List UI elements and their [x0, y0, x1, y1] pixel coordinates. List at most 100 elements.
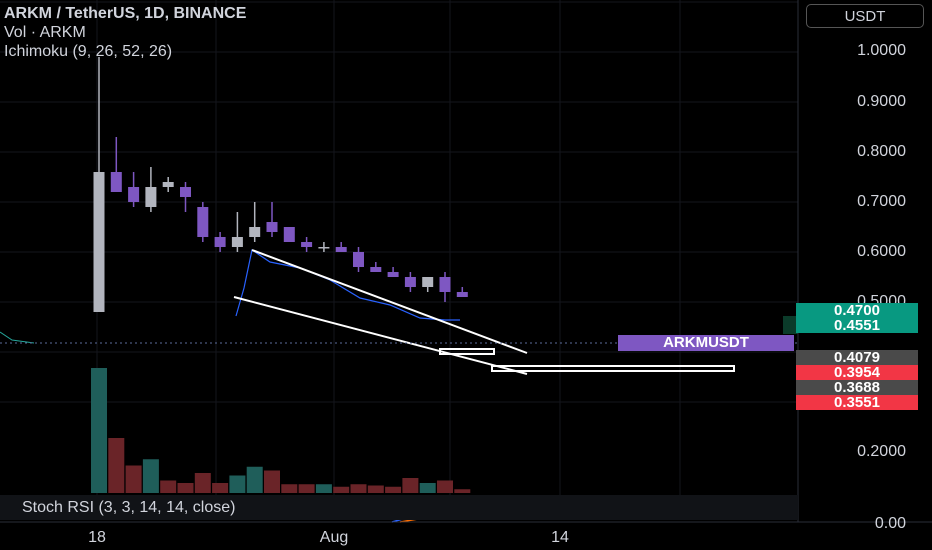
volume-bar [385, 486, 402, 493]
candle [249, 202, 261, 242]
candle [110, 137, 122, 192]
volume-bar [177, 483, 194, 493]
candle-body [197, 207, 209, 237]
volume-bar [454, 489, 471, 493]
candle-body [93, 172, 105, 312]
candle [353, 247, 364, 272]
price-axis-label: 0.2000 [857, 443, 906, 460]
symbol-title[interactable]: ARKM / TetherUS, 1D, BINANCE [4, 5, 247, 22]
target-box-large [491, 365, 735, 372]
ichimoku-cloud-edge [0, 331, 35, 344]
candle [197, 202, 209, 242]
ichimoku-cloud-fragment [783, 316, 798, 334]
volume-bar [246, 466, 263, 493]
symbol-price-tag: ARKMUSDT [618, 335, 794, 351]
candle [301, 237, 313, 252]
price-axis-label: 0.7000 [857, 193, 906, 210]
candle-body [214, 237, 226, 247]
candle-body [145, 187, 157, 207]
candle [93, 57, 105, 312]
candle-body [404, 277, 416, 287]
currency-button[interactable]: USDT [806, 4, 924, 28]
candlesticks [93, 57, 468, 312]
stoch-rsi-pane-header [0, 495, 798, 520]
candle-body [318, 247, 330, 249]
candle-body [249, 227, 261, 237]
candle [283, 227, 295, 242]
candle [439, 272, 451, 302]
price-axis-label: 0.9000 [857, 93, 906, 110]
volume-bar [194, 473, 211, 493]
candle-body [370, 267, 382, 272]
volume-bar [229, 475, 246, 493]
time-axis-label: 14 [551, 529, 569, 546]
price-tag: 0.3551 [796, 395, 918, 410]
candle-body [301, 242, 313, 247]
time-axis-label: 18 [88, 529, 106, 546]
volume-indicator-label[interactable]: Vol · ARKM [4, 24, 86, 41]
candle [387, 267, 399, 277]
price-tag: 0.4079 [796, 350, 918, 365]
ichimoku-indicator-label[interactable]: Ichimoku (9, 26, 52, 26) [4, 43, 173, 60]
candle [266, 202, 278, 237]
candle-body [231, 237, 243, 247]
volume-bar [212, 483, 229, 493]
volume-bars [91, 368, 471, 493]
candle-body [110, 172, 122, 192]
candle [214, 232, 226, 252]
candle [404, 272, 416, 292]
price-axis-label: 1.0000 [857, 42, 906, 59]
volume-bar [281, 484, 298, 493]
candle-body [266, 222, 278, 232]
volume-bar [298, 484, 315, 493]
price-axis-label: 0.6000 [857, 243, 906, 260]
candle-body [283, 227, 295, 242]
candle [370, 262, 382, 272]
volume-bar [315, 484, 332, 493]
candle-body [180, 187, 191, 197]
wedge-lower-line [233, 296, 528, 375]
target-box-small [439, 348, 495, 355]
volume-bar [142, 459, 159, 493]
candle [456, 287, 468, 297]
candle [145, 167, 157, 212]
volume-bar [264, 470, 280, 493]
candle [335, 242, 347, 252]
candle [231, 212, 243, 252]
volume-bar [333, 486, 350, 493]
falling-wedge-drawing [233, 249, 735, 375]
stoch-axis-label: 0.00 [874, 515, 906, 532]
volume-bar [91, 368, 107, 493]
candle-body [387, 272, 399, 277]
candle-body [335, 247, 347, 252]
candle [162, 177, 174, 192]
volume-bar [350, 484, 367, 493]
volume-bar [125, 465, 142, 493]
volume-bar [437, 480, 453, 493]
volume-bar [108, 438, 125, 493]
price-tag: 0.3688 [796, 380, 918, 395]
candle-body [456, 292, 468, 297]
candle-body [353, 252, 364, 267]
candle [422, 277, 434, 292]
price-tag: 0.4551 [796, 318, 918, 333]
chart-legend: ARKM / TetherUS, 1D, BINANCE Vol · ARKM … [4, 4, 246, 61]
candle [318, 242, 330, 252]
candle-body [128, 187, 140, 202]
volume-bar [160, 480, 177, 493]
candle-body [162, 182, 174, 187]
chart-grid [0, 0, 798, 495]
time-axis-label: Aug [319, 529, 349, 546]
volume-bar [419, 483, 436, 493]
price-tag: 0.4700 [796, 303, 918, 318]
ichimoku-line [0, 249, 798, 344]
candle [180, 182, 191, 212]
price-axis-label: 0.8000 [857, 143, 906, 160]
stoch-rsi-label[interactable]: Stoch RSI (3, 3, 14, 14, close) [22, 499, 236, 516]
candle-body [439, 277, 451, 292]
wedge-upper-line [251, 249, 528, 354]
volume-bar [402, 478, 419, 493]
price-tag: 0.3954 [796, 365, 918, 380]
candle-body [422, 277, 434, 287]
